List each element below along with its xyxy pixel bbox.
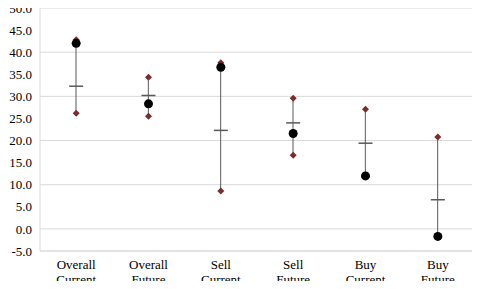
- svg-text:45.0: 45.0: [9, 23, 32, 38]
- svg-text:25.0: 25.0: [9, 111, 32, 126]
- svg-text:-5.0: -5.0: [11, 244, 32, 259]
- svg-text:OverallCurrent: OverallCurrent: [56, 257, 96, 281]
- svg-text:5.0: 5.0: [16, 199, 32, 214]
- svg-text:30.0: 30.0: [9, 89, 32, 104]
- svg-text:15.0: 15.0: [9, 155, 32, 170]
- svg-text:10.0: 10.0: [9, 177, 32, 192]
- svg-text:20.0: 20.0: [9, 133, 32, 148]
- svg-text:SellFuture: SellFuture: [276, 257, 310, 281]
- svg-text:35.0: 35.0: [9, 67, 32, 82]
- svg-text:BuyFuture: BuyFuture: [421, 257, 455, 281]
- svg-text:OverallFuture: OverallFuture: [129, 257, 168, 281]
- svg-text:SellCurrent: SellCurrent: [201, 257, 241, 281]
- svg-text:0.0: 0.0: [16, 222, 32, 237]
- svg-text:50.0: 50.0: [9, 8, 32, 16]
- svg-text:40.0: 40.0: [9, 45, 32, 60]
- svg-text:BuyCurrent: BuyCurrent: [346, 257, 386, 281]
